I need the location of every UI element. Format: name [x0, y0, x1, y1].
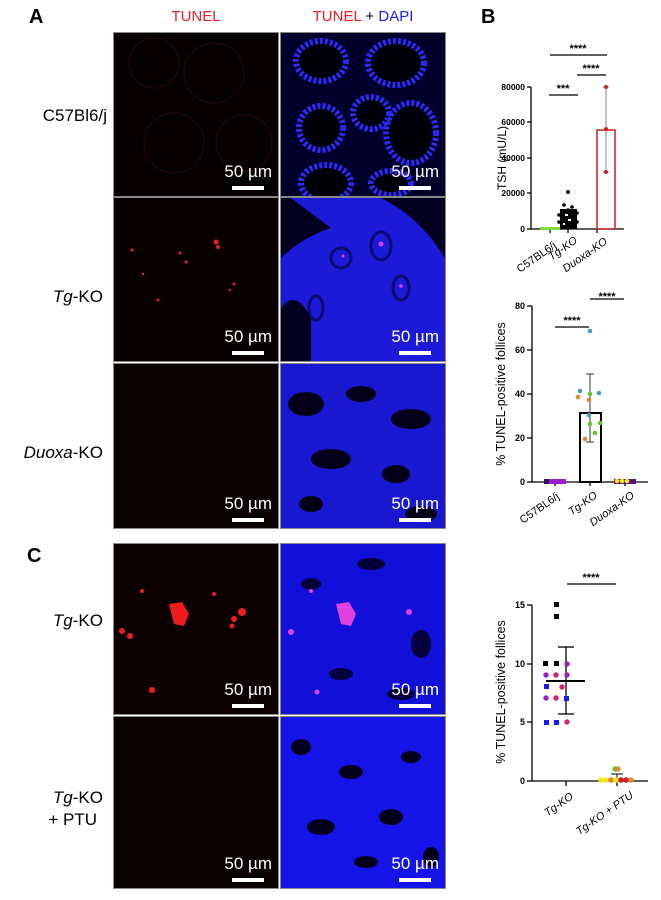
svg-text:0: 0 — [520, 477, 525, 487]
row-label-c-tg-ko: Tg-KO — [52, 611, 103, 630]
svg-text:0: 0 — [520, 776, 525, 786]
micrograph-c57-tunel: 50 µm — [113, 32, 279, 197]
scale-bar — [399, 878, 431, 882]
svg-text:****: **** — [569, 43, 587, 55]
row-label-c-tg-ko-ptu: Tg-KO + PTU — [48, 788, 103, 829]
svg-text:10: 10 — [515, 659, 525, 669]
svg-text:5: 5 — [520, 717, 525, 727]
panel-letter-c: C — [27, 545, 42, 567]
row-label-c57bl6: C57Bl6/j — [42, 106, 107, 125]
scale-bar — [399, 518, 431, 522]
scale-bar — [232, 704, 264, 708]
chart-tunel-ptu: 15 10 5 0 % TUNEL-positive follices **** T… — [480, 560, 661, 860]
svg-text:Tg-KO: Tg-KO — [542, 790, 576, 819]
svg-text:****: **** — [563, 315, 581, 327]
svg-text:60: 60 — [515, 345, 525, 355]
y-axis-label-tunel: % TUNEL-positive follices — [494, 322, 508, 466]
chart-tunel-percent: 80 60 40 20 0 % TUNEL-positive follices ***… — [480, 290, 661, 550]
svg-text:60000: 60000 — [501, 117, 525, 127]
micrograph-duoxa-ko-merge: 50 µm — [280, 363, 446, 529]
svg-text:15: 15 — [515, 600, 525, 610]
svg-text:Tg-KO + PTU: Tg-KO + PTU — [574, 790, 636, 838]
micrograph-c57-merge: 50 µm — [280, 32, 446, 197]
column-header-tunel: TUNEL — [171, 8, 221, 25]
scale-bar — [399, 186, 431, 190]
scale-bar — [232, 186, 264, 190]
micrograph-c-tg-ko-merge: 50 µm — [280, 543, 446, 715]
chart-tsh: 80000 60000 40000 20000 0 TSH (mU/L) **** **… — [480, 30, 661, 290]
svg-text:****: **** — [582, 572, 600, 584]
micrograph-c-tg-ko-tunel: 50 µm — [113, 543, 279, 715]
svg-text:80000: 80000 — [501, 82, 525, 92]
y-axis-label-tsh: TSH (mU/L) — [495, 126, 509, 190]
scale-bar — [232, 878, 264, 882]
svg-text:40: 40 — [515, 389, 525, 399]
svg-text:****: **** — [582, 63, 600, 75]
merge-dapi-label: DAPI — [378, 8, 414, 25]
panel-letter-b: B — [481, 6, 496, 28]
column-header-tunel-dapi: TUNEL + DAPI — [281, 8, 445, 25]
merge-tunel-label: TUNEL — [312, 8, 362, 25]
row-label-tg-ko: Tg-KO — [52, 287, 103, 306]
merge-plus-label: + — [361, 8, 379, 25]
scale-bar — [232, 518, 264, 522]
svg-text:40000: 40000 — [501, 153, 525, 163]
scale-bar — [399, 351, 431, 355]
svg-text:20: 20 — [515, 433, 525, 443]
svg-text:C57BL6/j: C57BL6/j — [518, 491, 562, 527]
panel-letter-a: A — [29, 6, 44, 28]
micrograph-duoxa-ko-tunel: 50 µm — [113, 363, 279, 529]
svg-text:***: *** — [557, 83, 571, 95]
row-label-duoxa-ko: Duoxa-KO — [23, 443, 103, 462]
y-axis-label-tunel-ptu: % TUNEL-positive follices — [494, 620, 508, 764]
micrograph-tg-ko-tunel: 50 µm — [113, 197, 279, 362]
micrograph-c-tg-ko-ptu-tunel: 50 µm — [113, 716, 279, 889]
scale-bar — [232, 351, 264, 355]
svg-text:0: 0 — [520, 224, 525, 234]
micrograph-c-tg-ko-ptu-merge: 50 µm — [280, 716, 446, 889]
scale-bar — [399, 704, 431, 708]
micrograph-tg-ko-merge: 50 µm — [280, 197, 446, 362]
svg-text:****: **** — [598, 291, 616, 303]
svg-text:20000: 20000 — [501, 188, 525, 198]
svg-text:80: 80 — [515, 301, 525, 311]
